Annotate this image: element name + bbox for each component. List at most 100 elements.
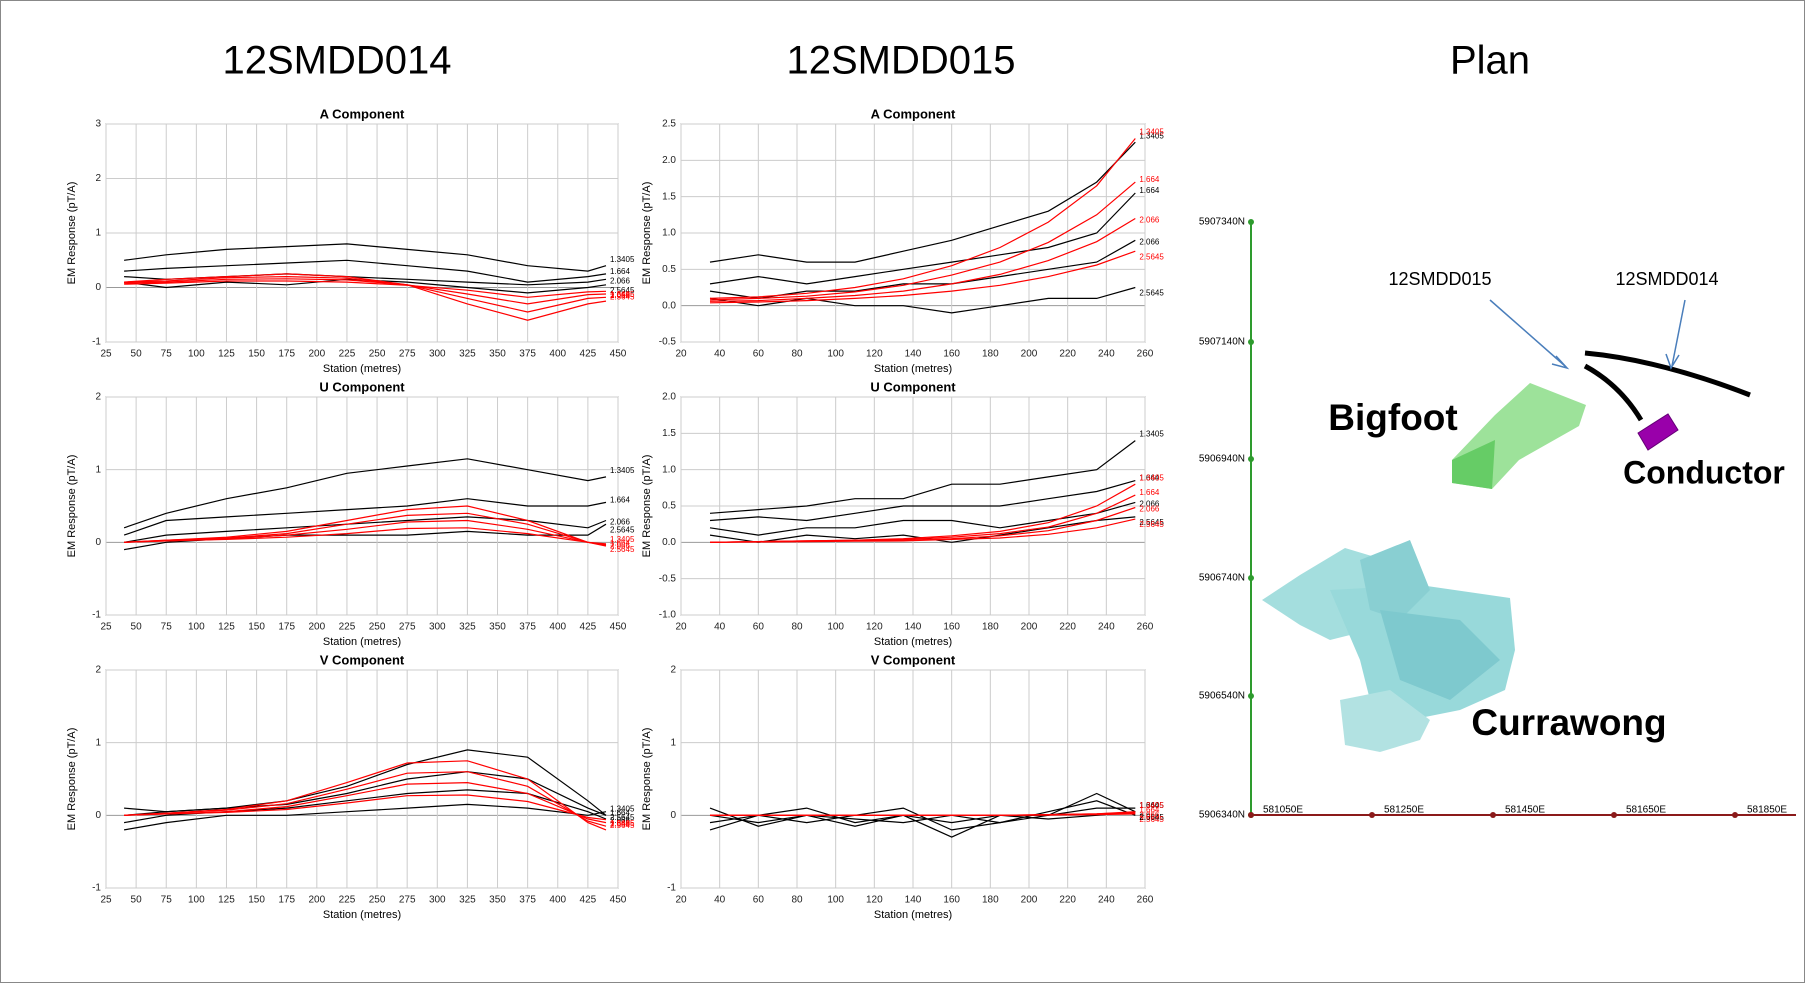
x-tick-label: 275 bbox=[399, 622, 416, 633]
series-label: 2.066 bbox=[610, 276, 631, 285]
body-label: Currawong bbox=[1471, 702, 1666, 743]
series-line bbox=[709, 138, 1136, 299]
series-line bbox=[124, 512, 607, 546]
series-label: 1.664 bbox=[1139, 806, 1160, 815]
series-label: 2.5645 bbox=[1139, 518, 1164, 527]
series-line bbox=[709, 181, 1136, 301]
shape bbox=[1340, 690, 1430, 752]
x-tick-label: 180 bbox=[982, 622, 999, 633]
northing-label: 5906940N bbox=[1199, 454, 1245, 465]
series-label: 1.3405 bbox=[1139, 801, 1164, 810]
series-line bbox=[709, 141, 1136, 263]
drillhole-label: 12SMDD015 bbox=[1388, 269, 1491, 289]
series-label: 2.066 bbox=[610, 820, 631, 829]
x-tick-label: 80 bbox=[791, 349, 803, 360]
chart-title: V Component bbox=[320, 652, 405, 667]
x-tick-label: 50 bbox=[131, 349, 143, 360]
series-line bbox=[709, 192, 1136, 285]
easting-label: 581650E bbox=[1626, 805, 1666, 816]
y-tick-label: 0 bbox=[95, 810, 101, 821]
x-tick-label: 80 bbox=[791, 895, 803, 906]
series-label: 1.3405 bbox=[1139, 131, 1164, 140]
x-tick-label: 220 bbox=[1059, 622, 1076, 633]
series-line bbox=[123, 516, 607, 543]
series-label: 2.5645 bbox=[1139, 815, 1164, 824]
x-tick-label: 180 bbox=[982, 895, 999, 906]
easting-label: 581450E bbox=[1505, 805, 1545, 816]
x-tick-label: 75 bbox=[161, 622, 173, 633]
x-tick-label: 100 bbox=[827, 349, 844, 360]
series-label: 2.5645 bbox=[1139, 252, 1164, 261]
x-tick-label: 325 bbox=[459, 622, 476, 633]
x-tick-label: 20 bbox=[675, 622, 687, 633]
column-heading: 12SMDD014 bbox=[222, 39, 451, 83]
x-tick-label: 220 bbox=[1059, 349, 1076, 360]
arrow-head bbox=[1551, 355, 1570, 370]
x-tick-label: 100 bbox=[188, 895, 205, 906]
bigfoot-body bbox=[1452, 383, 1586, 489]
x-tick-label: 400 bbox=[549, 895, 566, 906]
x-tick-label: 60 bbox=[753, 895, 765, 906]
shape bbox=[1380, 610, 1500, 700]
x-tick-label: 450 bbox=[610, 895, 627, 906]
series-label: 1.664 bbox=[1139, 175, 1160, 184]
arrow bbox=[1489, 299, 1566, 367]
y-axis-label: EM Response (pT/A) bbox=[641, 728, 653, 831]
y-axis-label: EM Response (pT/A) bbox=[641, 455, 653, 558]
northing-tick bbox=[1248, 693, 1254, 699]
x-tick-label: 100 bbox=[188, 622, 205, 633]
x-tick-label: 160 bbox=[943, 349, 960, 360]
series-line bbox=[710, 813, 1136, 816]
x-tick-label: 450 bbox=[610, 622, 627, 633]
northing-tick bbox=[1248, 575, 1254, 581]
series-label: 1.664 bbox=[610, 495, 631, 504]
x-axis-label: Station (metres) bbox=[323, 636, 401, 648]
series-label: 2.5645 bbox=[610, 292, 635, 301]
x-tick-label: 160 bbox=[943, 895, 960, 906]
x-tick-label: 275 bbox=[399, 349, 416, 360]
series-label: 1.3405 bbox=[1139, 128, 1164, 137]
y-tick-label: 2.0 bbox=[662, 155, 676, 166]
series-label: 1.664 bbox=[1139, 488, 1160, 497]
x-axis-label: Station (metres) bbox=[874, 363, 952, 375]
x-tick-label: 120 bbox=[866, 895, 883, 906]
series-label: 1.664 bbox=[610, 808, 631, 817]
series-label: 1.3405 bbox=[610, 819, 635, 828]
series-label: 1.664 bbox=[610, 819, 631, 828]
easting-tick bbox=[1490, 812, 1496, 818]
series-label: 2.5645 bbox=[1139, 813, 1164, 822]
series-label: 1.3405 bbox=[610, 255, 635, 264]
x-tick-label: 175 bbox=[278, 622, 295, 633]
y-axis-label: EM Response (pT/A) bbox=[66, 455, 78, 558]
x-tick-label: 40 bbox=[714, 895, 726, 906]
series-label: 2.5645 bbox=[610, 286, 635, 295]
series-line bbox=[124, 771, 607, 816]
y-tick-label: 3 bbox=[95, 119, 101, 130]
x-tick-label: 250 bbox=[369, 349, 386, 360]
x-tick-label: 425 bbox=[580, 349, 597, 360]
northing-label: 5906340N bbox=[1199, 810, 1245, 821]
x-tick-label: 400 bbox=[549, 349, 566, 360]
series-line bbox=[709, 217, 1136, 302]
series-label: 1.3405 bbox=[1139, 430, 1164, 439]
y-tick-label: 1 bbox=[95, 228, 101, 239]
y-tick-label: -0.5 bbox=[659, 573, 677, 584]
x-tick-label: 450 bbox=[610, 349, 627, 360]
chart-title: A Component bbox=[320, 106, 405, 121]
x-tick-label: 60 bbox=[753, 622, 765, 633]
x-tick-label: 60 bbox=[753, 349, 765, 360]
x-tick-label: 260 bbox=[1137, 622, 1154, 633]
series-label: 1.3405 bbox=[610, 535, 635, 544]
x-tick-label: 175 bbox=[278, 895, 295, 906]
body-label: Bigfoot bbox=[1328, 397, 1457, 438]
northing-label: 5907340N bbox=[1199, 217, 1245, 228]
x-tick-label: 400 bbox=[549, 622, 566, 633]
y-tick-label: 2 bbox=[95, 392, 101, 403]
x-tick-label: 25 bbox=[100, 895, 112, 906]
x-tick-label: 225 bbox=[339, 895, 356, 906]
chart-title: U Component bbox=[319, 379, 405, 394]
plan-map: 12SMDD015 12SMDD014 Bigfoot Conductor Cu… bbox=[1199, 217, 1796, 821]
